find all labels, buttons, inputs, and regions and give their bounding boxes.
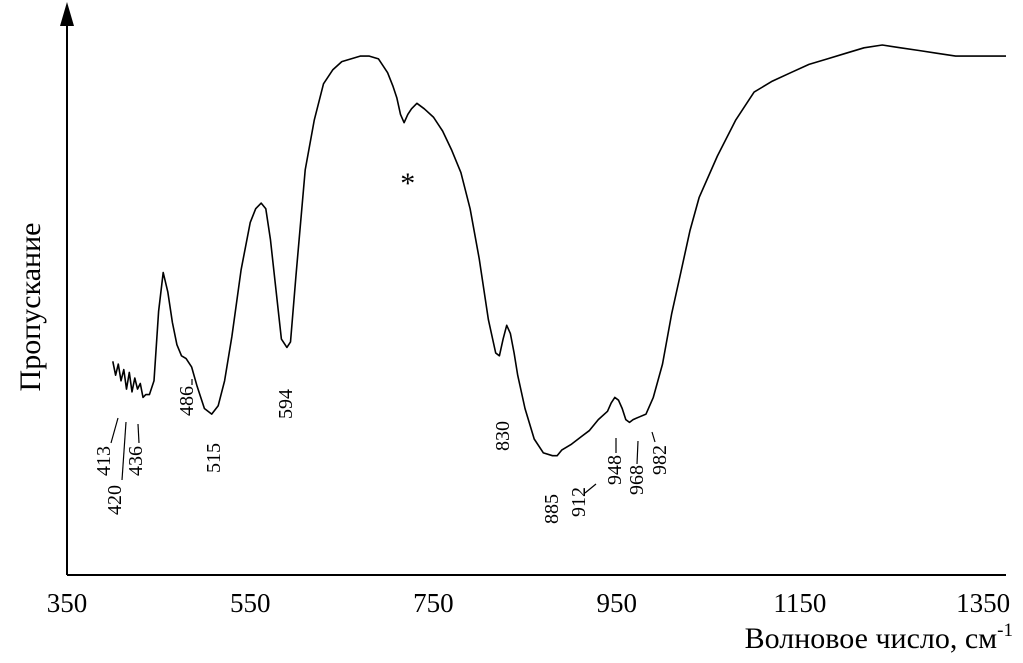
peak-leader-line bbox=[121, 421, 127, 481]
peak-label: 515 bbox=[203, 443, 225, 473]
x-tick-label: 1150 bbox=[773, 588, 826, 618]
peak-label: 436 bbox=[125, 446, 147, 476]
peak-leader-line bbox=[636, 440, 639, 465]
peak-label: 420 bbox=[104, 485, 126, 515]
marker-asterisk: * bbox=[400, 167, 415, 200]
peak-leader-line bbox=[137, 423, 140, 444]
axes bbox=[60, 2, 1006, 576]
x-ticks: 350 550 750 950 1150 1350 bbox=[47, 588, 1010, 618]
x-tick-label: 350 bbox=[47, 588, 88, 618]
peak-label: 968 bbox=[626, 465, 648, 495]
peak-label: 912 bbox=[568, 487, 590, 517]
peak-label: 594 bbox=[275, 389, 297, 419]
x-tick-label: 1350 bbox=[956, 588, 1010, 618]
x-tick-label: 550 bbox=[230, 588, 271, 618]
peak-label: 413 bbox=[93, 446, 115, 476]
spectrum-line-0 bbox=[112, 44, 1006, 457]
x-axis-label: Волновое число, см-1 bbox=[745, 620, 1013, 655]
peak-leader-line bbox=[584, 483, 597, 494]
x-axis-label-superscript: -1 bbox=[997, 620, 1013, 641]
x-axis-label-text: Волновое число, см bbox=[745, 622, 998, 655]
series-layer bbox=[112, 44, 1006, 457]
peak-label: 948 bbox=[604, 455, 626, 485]
x-tick-label: 750 bbox=[413, 588, 454, 618]
x-tick-label: 950 bbox=[596, 588, 637, 618]
peak-label: 982 bbox=[649, 445, 671, 475]
peak-leader-line bbox=[110, 417, 119, 444]
peak-label: 885 bbox=[541, 494, 563, 524]
y-axis-label: Пропускание bbox=[14, 223, 47, 392]
peak-leader-line bbox=[651, 431, 656, 443]
y-axis-arrow bbox=[60, 2, 74, 26]
peak-label: 486 bbox=[176, 386, 198, 416]
peak-label: 830 bbox=[492, 421, 514, 451]
